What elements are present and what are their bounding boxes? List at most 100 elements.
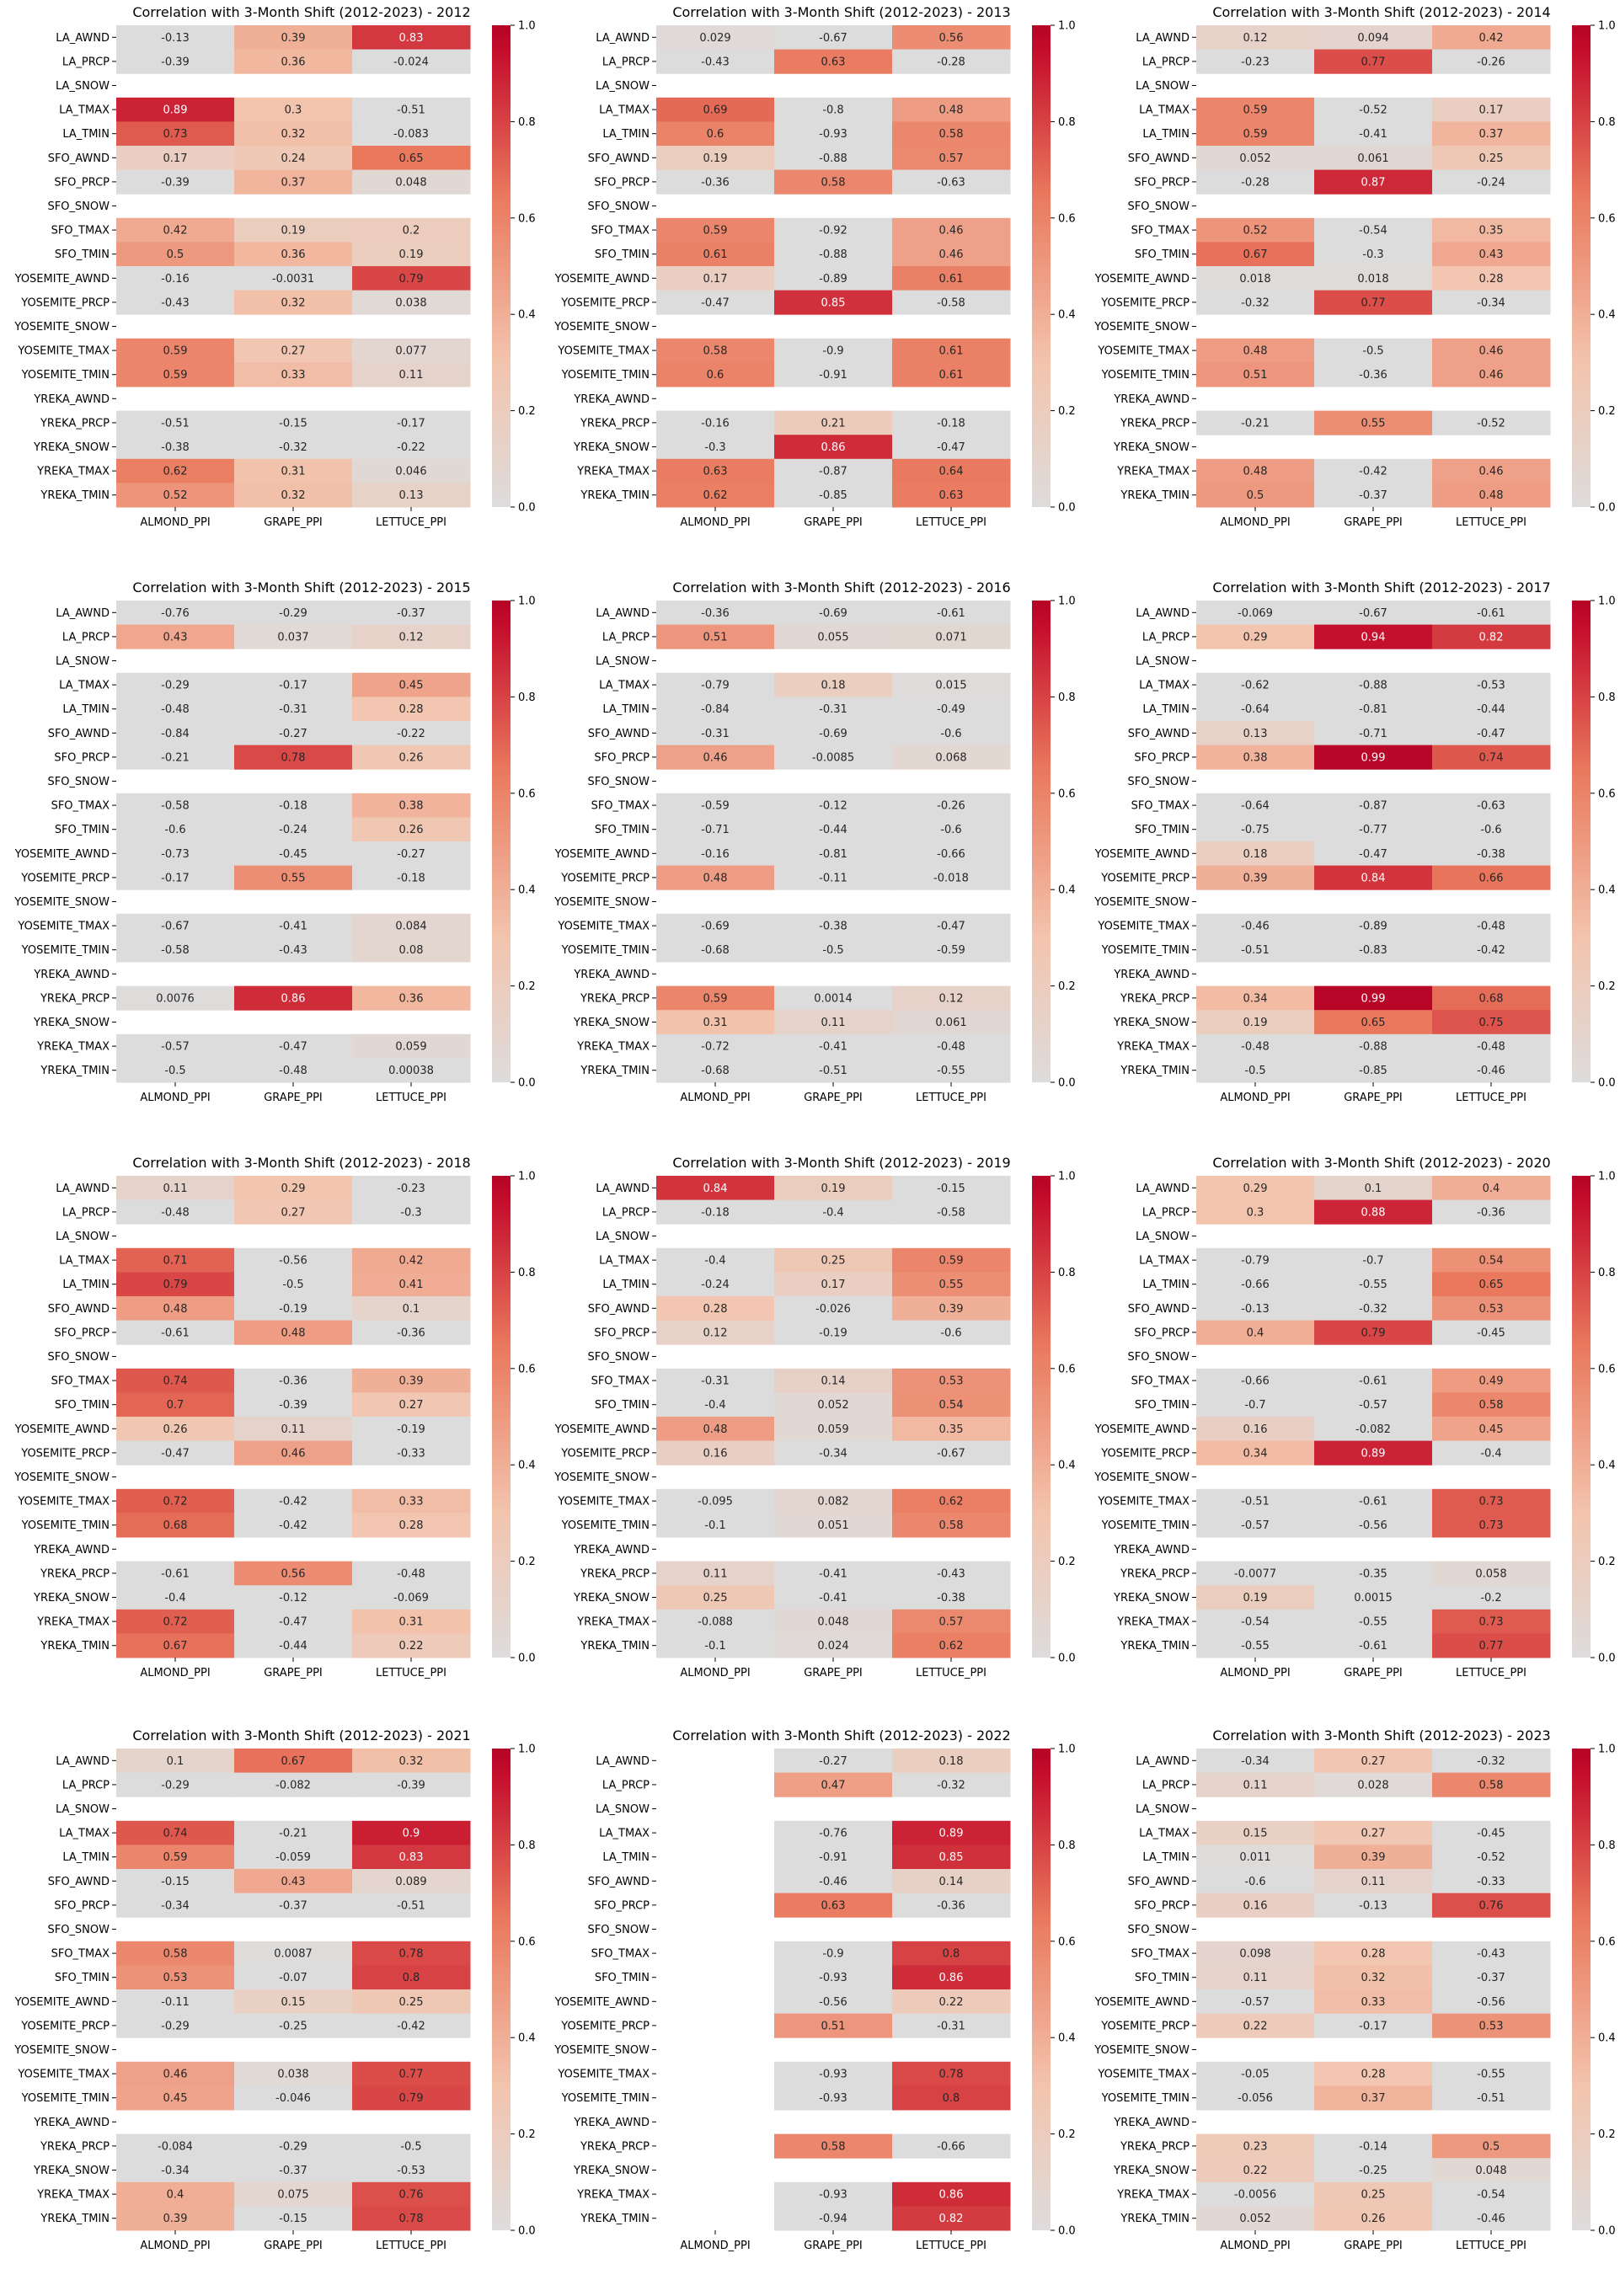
colorbar-tick-label: 0.4: [1058, 1460, 1076, 1472]
y-tick-label: SFO_PRCP: [54, 1899, 110, 1912]
y-tick-label: YREKA_PRCP: [40, 992, 110, 1005]
heatmap-cell: [1196, 672, 1315, 697]
y-tick-label: YOSEMITE_TMAX: [557, 921, 650, 933]
y-tick-label: SFO_TMAX: [51, 225, 110, 238]
heatmap-cell: [1314, 2206, 1433, 2231]
colorbar-tick-label: 0.8: [1058, 1267, 1076, 1279]
cell-value-label: -0.93: [819, 1972, 847, 1984]
cell-value-label: 0.26: [399, 751, 424, 764]
heatmap-cell: [116, 483, 235, 508]
heatmap-cell: [656, 1033, 775, 1059]
heatmap-cell: [656, 49, 775, 74]
y-tick-label: LA_TMAX: [599, 680, 650, 692]
heatmap-cell: [234, 1488, 353, 1514]
cell-value-label: 0.018: [1239, 273, 1270, 286]
cell-value-label: 0.6: [707, 128, 724, 141]
cell-value-label: 0.79: [1361, 1327, 1386, 1339]
heatmap-cell: [774, 1965, 893, 1990]
cell-value-label: 0.12: [1243, 32, 1268, 45]
heatmap-cell: [1432, 1989, 1551, 2015]
heatmap-cell: [116, 1561, 235, 1586]
heatmap-cell: [1314, 217, 1433, 243]
cell-value-label: 0.83: [399, 1851, 424, 1864]
heatmap-cell: [774, 1296, 893, 1322]
cell-value-label: -0.27: [819, 1755, 847, 1768]
cell-value-label: -0.69: [819, 728, 847, 740]
y-tick-label: YREKA_SNOW: [573, 1592, 650, 1605]
cell-value-label: -0.082: [275, 1779, 311, 1791]
cell-value-label: -0.45: [279, 848, 307, 861]
heatmap-cell: [1314, 1633, 1433, 1658]
heatmap-cell: [1196, 1941, 1315, 1966]
heatmap-panel: Correlation with 3-Month Shift (2012-202…: [553, 1155, 1076, 1679]
colorbar-tick-label: 1.0: [1058, 595, 1076, 608]
heatmap-cell: [234, 121, 353, 147]
y-tick-label: YOSEMITE_TMIN: [1101, 369, 1190, 382]
heatmap-cell: [1432, 121, 1551, 147]
heatmap-cell: [774, 97, 893, 122]
cell-value-label: -0.55: [1359, 1616, 1387, 1629]
colorbar-tick-label: 0.8: [1058, 691, 1076, 704]
y-tick-label: YOSEMITE_AWND: [1094, 1423, 1190, 1436]
cell-value-label: -0.57: [1359, 1399, 1387, 1412]
heatmap-cell: [1314, 2061, 1433, 2086]
heatmap-cell: [1196, 1561, 1315, 1586]
cell-value-label: -0.8: [822, 104, 843, 117]
heatmap-cell: [892, 1609, 1011, 1634]
heatmap-cell: [774, 697, 893, 722]
heatmap-cell: [1314, 97, 1433, 122]
cell-value-label: -0.57: [161, 1041, 190, 1054]
y-tick-label: YOSEMITE_SNOW: [553, 2044, 650, 2057]
heatmap-cell: [1432, 338, 1551, 363]
heatmap-cell: [234, 1440, 353, 1466]
heatmap-cell: [892, 697, 1011, 722]
heatmap-cell: [116, 937, 235, 963]
heatmap-cell: [234, 2206, 353, 2231]
cell-value-label: -0.92: [819, 225, 847, 238]
colorbar-tick-label: 1.0: [518, 20, 536, 33]
y-tick-label: LA_AWND: [596, 1755, 650, 1768]
heatmap-cell: [1432, 217, 1551, 243]
colorbar: [492, 1749, 511, 2230]
heatmap-cell: [892, 721, 1011, 746]
cell-value-label: 0.28: [399, 1519, 424, 1532]
cell-value-label: -0.66: [937, 848, 965, 861]
heatmap-cell: [1432, 1893, 1551, 1918]
heatmap-cell: [116, 1941, 235, 1966]
y-tick-label: LA_SNOW: [596, 1803, 650, 1816]
cell-value-label: -0.15: [279, 417, 307, 430]
colorbar-tick-label: 0.0: [1058, 502, 1076, 515]
cell-value-label: 0.059: [395, 1041, 426, 1054]
cell-value-label: -0.75: [1241, 824, 1270, 836]
x-tick-label: LETTUCE_PPI: [916, 516, 986, 529]
heatmap-cell: [774, 1199, 893, 1225]
cell-value-label: -0.17: [397, 417, 425, 430]
cell-value-label: -0.55: [1477, 2069, 1505, 2081]
y-tick-label: YREKA_TMIN: [580, 489, 650, 502]
heatmap-cell: [774, 1749, 893, 1774]
heatmap-cell: [1196, 2061, 1315, 2086]
heatmap-cell: [352, 817, 471, 842]
x-tick-label: ALMOND_PPI: [140, 1667, 210, 1679]
heatmap-cell: [892, 266, 1011, 291]
x-tick-label: LETTUCE_PPI: [376, 1092, 446, 1104]
heatmap-cell: [1432, 1058, 1551, 1083]
heatmap-cell: [352, 1392, 471, 1418]
colorbar-tick-label: 0.6: [1598, 212, 1616, 225]
cell-value-label: -0.42: [279, 1496, 307, 1508]
x-tick-label: ALMOND_PPI: [140, 2240, 210, 2252]
cell-value-label: 0.51: [703, 631, 728, 643]
cell-value-label: 0.6: [707, 369, 724, 382]
heatmap-cell: [656, 1417, 775, 1442]
cell-value-label: 0.59: [163, 345, 188, 358]
y-tick-label: SFO_SNOW: [587, 1351, 650, 1364]
cell-value-label: 0.83: [399, 32, 424, 45]
y-tick-label: YREKA_SNOW: [33, 2165, 110, 2177]
cell-value-label: -0.83: [1359, 944, 1387, 957]
heatmap-cell: [234, 745, 353, 770]
cell-value-label: 0.67: [281, 1755, 306, 1768]
heatmap-cell: [1314, 1609, 1433, 1634]
heatmap-panel: Correlation with 3-Month Shift (2012-202…: [13, 4, 536, 529]
heatmap-cell: [656, 985, 775, 1011]
heatmap-cell: [656, 1609, 775, 1634]
